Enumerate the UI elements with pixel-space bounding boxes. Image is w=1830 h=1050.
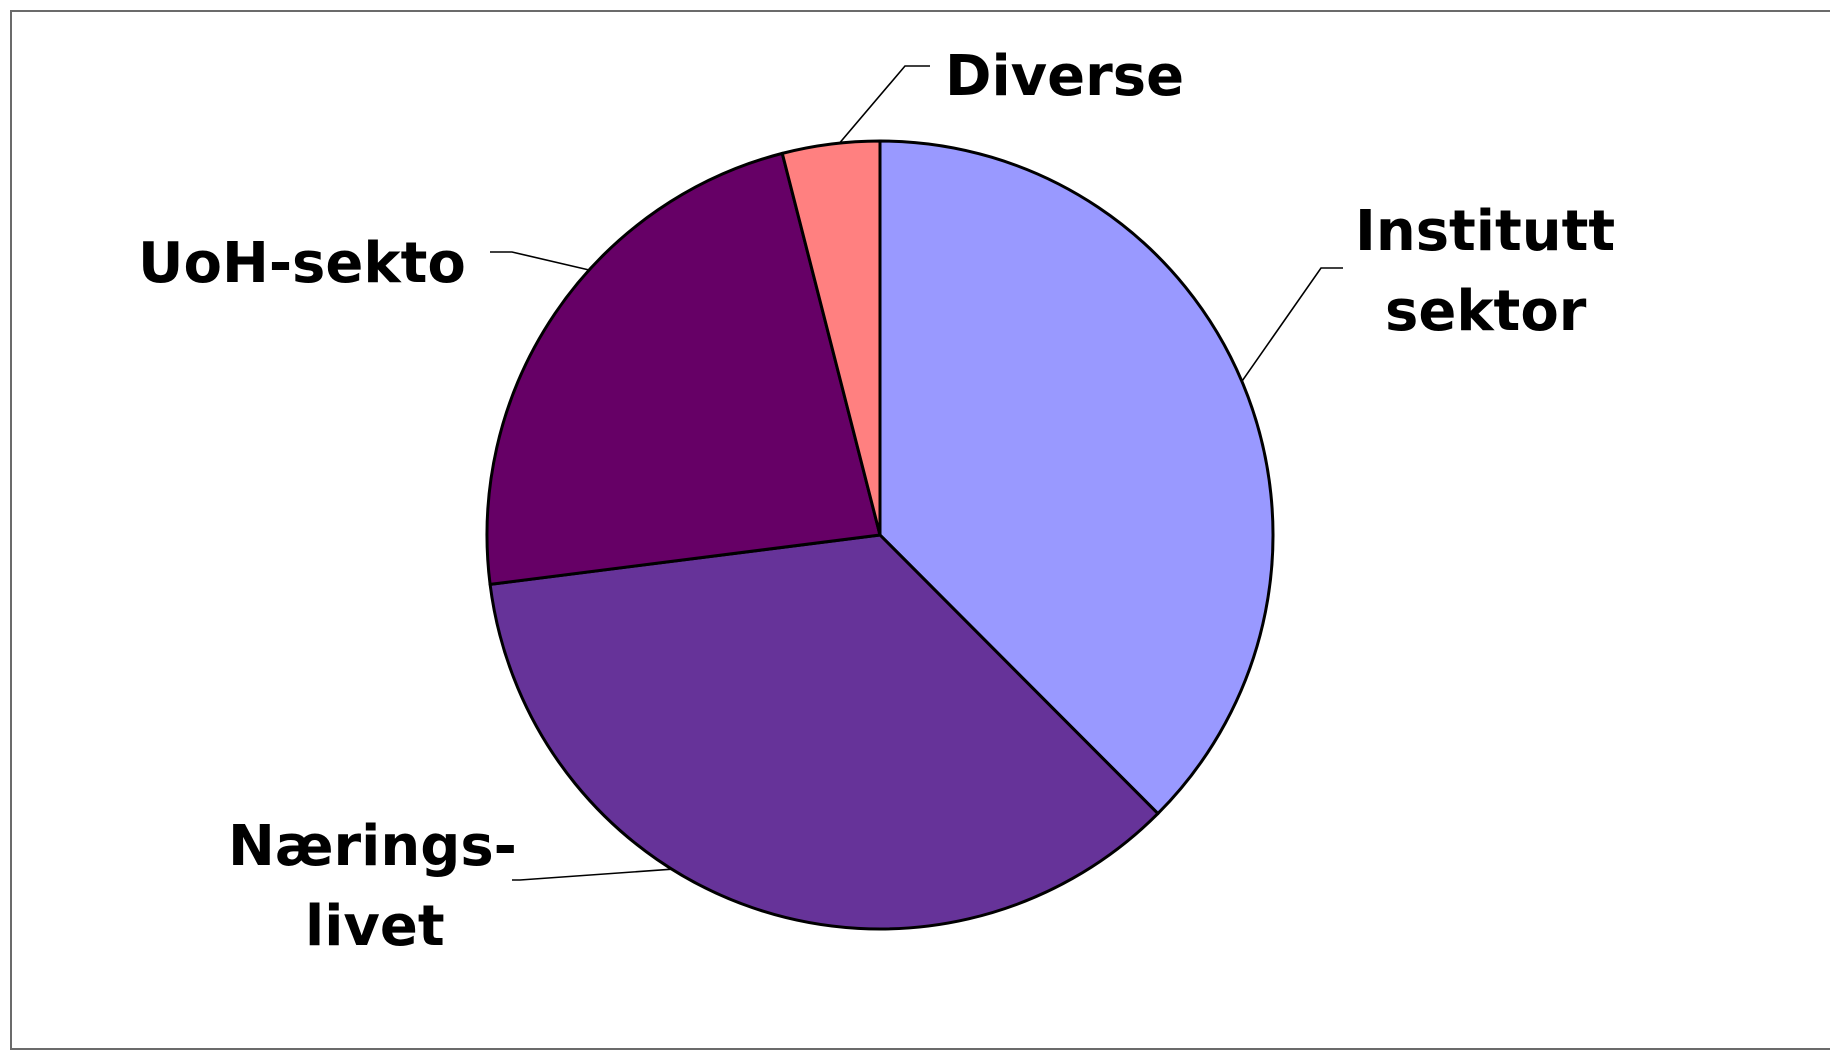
leader-line-uoh-sektor (490, 251, 590, 271)
slice-label-diverse: Diverse (945, 44, 1184, 109)
slice-label-naeringslivet: Nærings- livet (228, 814, 536, 959)
slice-label-instituttsektor: Institutt sektor (1355, 199, 1635, 344)
pie-slices (485, 139, 1275, 931)
pie-slice-diverse (780, 139, 882, 537)
leader-line-instituttsektor (1241, 267, 1343, 382)
leader-line-diverse (838, 65, 930, 144)
pie-slice-naeringslivet (488, 533, 1160, 931)
pie-slice-instituttsektor (878, 139, 1275, 816)
pie-chart: Institutt sektor Nærings- livet UoH-sekt… (138, 44, 1635, 959)
slice-label-uoh-sektor: UoH-sekto (138, 231, 466, 296)
pie-slice-uoh-sektor (485, 151, 882, 586)
leader-lines (490, 65, 1343, 881)
leader-line-naeringslivet (512, 868, 672, 881)
